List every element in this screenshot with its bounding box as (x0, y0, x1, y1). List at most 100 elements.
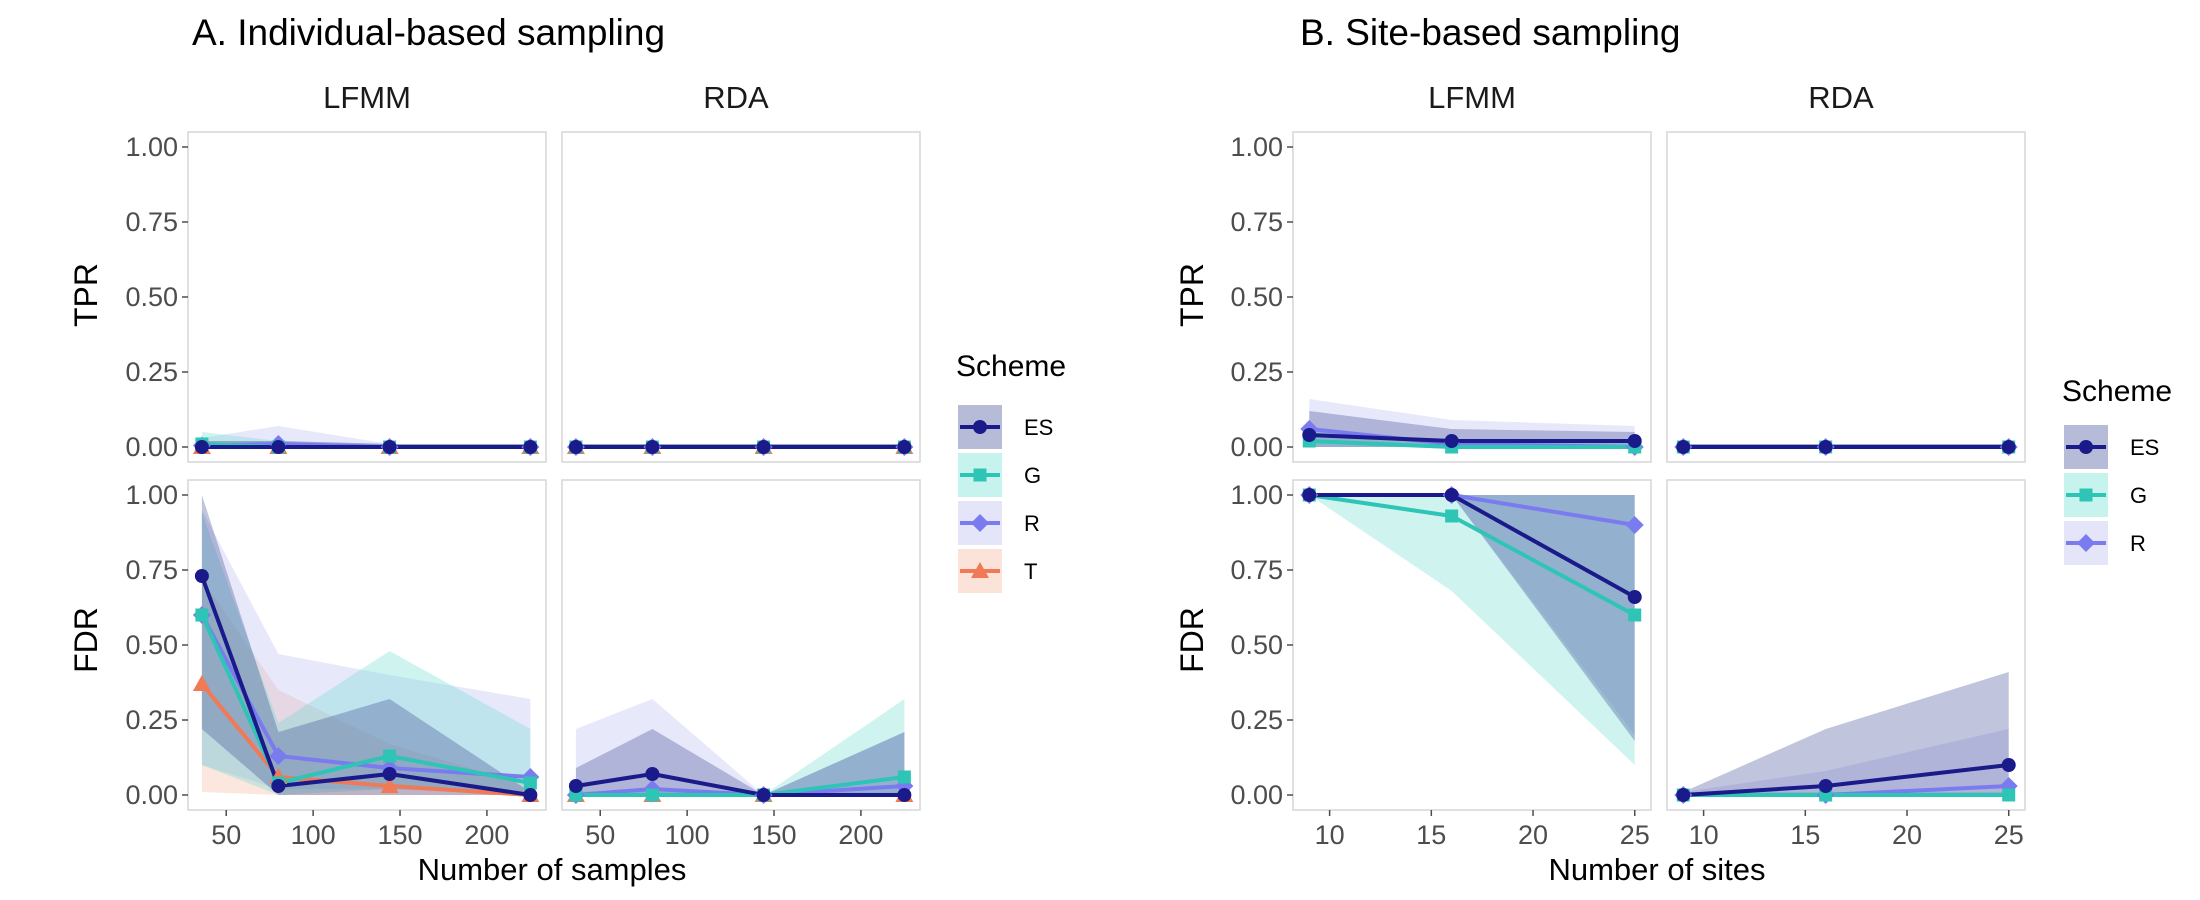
point-es (1676, 440, 1691, 454)
legend-item-r: R (2064, 521, 2146, 565)
panel-border (1292, 131, 1652, 463)
x-tick-label: 200 (464, 820, 509, 850)
x-axis-label-a: Number of samples (418, 852, 687, 887)
panel-a-rda-fdr: 50 100 150 200 (561, 479, 921, 850)
y-tick-label: 0.75 (125, 555, 178, 585)
legend-item-es: ES (958, 405, 1053, 449)
y-tick-label: 1.00 (125, 480, 178, 510)
y-axis-label-b-fdr: FDR (1174, 607, 1210, 673)
legend-key-marker (2079, 440, 2093, 454)
legend-a: ES GRT (958, 405, 1053, 593)
line-r (575, 784, 905, 797)
y-tick-label: 0.50 (1230, 282, 1283, 312)
point-g (645, 788, 659, 802)
y-tick-label: 0.00 (1230, 780, 1283, 810)
y-tick-label: 0.25 (1230, 357, 1283, 387)
point-es (271, 440, 286, 454)
legend-label: T (1024, 559, 1037, 584)
y-tick-label: 0.00 (125, 432, 178, 462)
point-g (523, 776, 537, 790)
ribbon-r (1683, 729, 2009, 795)
y-tick-label: 0.00 (125, 780, 178, 810)
point-g (195, 608, 209, 622)
panel-a-rda-tpr (561, 131, 921, 463)
x-tick-label: 25 (1994, 820, 2024, 850)
ribbon-r (1309, 399, 1635, 447)
point-g (1628, 608, 1642, 622)
point-es (568, 779, 583, 793)
panel-b-rda-tpr (1666, 131, 2026, 463)
point-es (2001, 440, 2016, 454)
legend-label: G (2130, 483, 2147, 508)
x-tick-label: 20 (1892, 820, 1922, 850)
point-es (1627, 590, 1642, 604)
x-tick-label: 15 (1790, 820, 1820, 850)
y-tick-label: 0.25 (1230, 705, 1283, 735)
plots-layer: 0.00 0.25 0.50 0.75 1.00 0.00 0.25 0.50 0.75 1.00… (125, 131, 2159, 850)
point-r (269, 747, 288, 765)
y-axis-label-a-tpr: TPR (68, 263, 104, 327)
panel-border (561, 131, 921, 463)
point-g (2002, 788, 2016, 802)
panel-b-rda-fdr: 10 15 20 25 (1666, 479, 2026, 850)
legend-item-es: ES (2064, 425, 2159, 469)
facet-label-b-lfmm: LFMM (1428, 80, 1516, 115)
point-es (756, 440, 771, 454)
point-g (897, 770, 911, 784)
figure-a-title: A. Individual-based sampling (192, 12, 665, 53)
legend-key-marker (971, 514, 989, 532)
point-es (271, 779, 286, 793)
x-tick-label: 25 (1620, 820, 1650, 850)
x-tick-label: 10 (1689, 820, 1719, 850)
ribbon-es (201, 495, 531, 795)
y-tick-label: 0.50 (1230, 630, 1283, 660)
y-tick-label: 0.75 (1230, 555, 1283, 585)
y-axis-label-b-tpr: TPR (1174, 263, 1210, 327)
panel-border (1292, 479, 1652, 811)
legend-a-title: Scheme (956, 350, 1066, 383)
legend-b: ES GR (2064, 425, 2159, 565)
panel-b-lfmm-tpr: 0.00 0.25 0.50 0.75 1.00 (1230, 131, 1652, 463)
ribbon-g (1309, 495, 1635, 765)
figure-b-title: B. Site-based sampling (1300, 12, 1680, 53)
panel-a-lfmm-tpr: 0.00 0.25 0.50 0.75 1.00 (125, 131, 547, 463)
legend-key-marker (973, 468, 987, 482)
y-tick-label: 0.25 (125, 357, 178, 387)
panel-border (187, 131, 547, 463)
point-es (523, 440, 538, 454)
point-es (2001, 758, 2016, 772)
legend-item-t: T (958, 549, 1037, 593)
x-tick-label: 100 (291, 820, 336, 850)
ribbon-g (575, 699, 905, 795)
legend-label: G (1024, 463, 1041, 488)
panel-border (561, 479, 921, 811)
legend-b-title: Scheme (2062, 375, 2172, 408)
point-t (192, 675, 211, 691)
point-es (897, 440, 912, 454)
legend-item-g: G (958, 453, 1041, 497)
ribbon-es (575, 729, 905, 795)
y-tick-label: 1.00 (125, 132, 178, 162)
legend-label: ES (1024, 415, 1053, 440)
ribbon-g (201, 513, 531, 795)
legend-label: R (1024, 511, 1040, 536)
y-tick-label: 1.00 (1230, 480, 1283, 510)
line-g (200, 614, 531, 785)
y-tick-label: 0.25 (125, 705, 178, 735)
y-tick-label: 1.00 (1230, 132, 1283, 162)
point-es (897, 788, 912, 802)
x-tick-label: 50 (211, 820, 241, 850)
point-g (1445, 509, 1459, 523)
panel-a-lfmm-fdr: 0.00 0.25 0.50 0.75 1.00 50 100 150 200 (125, 479, 547, 850)
y-tick-label: 0.00 (1230, 432, 1283, 462)
point-r (1625, 516, 1644, 534)
ribbon-r (1309, 495, 1635, 735)
point-es (756, 788, 771, 802)
y-tick-label: 0.50 (125, 282, 178, 312)
x-tick-label: 150 (377, 820, 422, 850)
y-tick-label: 0.50 (125, 630, 178, 660)
x-tick-label: 20 (1518, 820, 1548, 850)
point-es (1627, 434, 1642, 448)
point-es (568, 440, 583, 454)
